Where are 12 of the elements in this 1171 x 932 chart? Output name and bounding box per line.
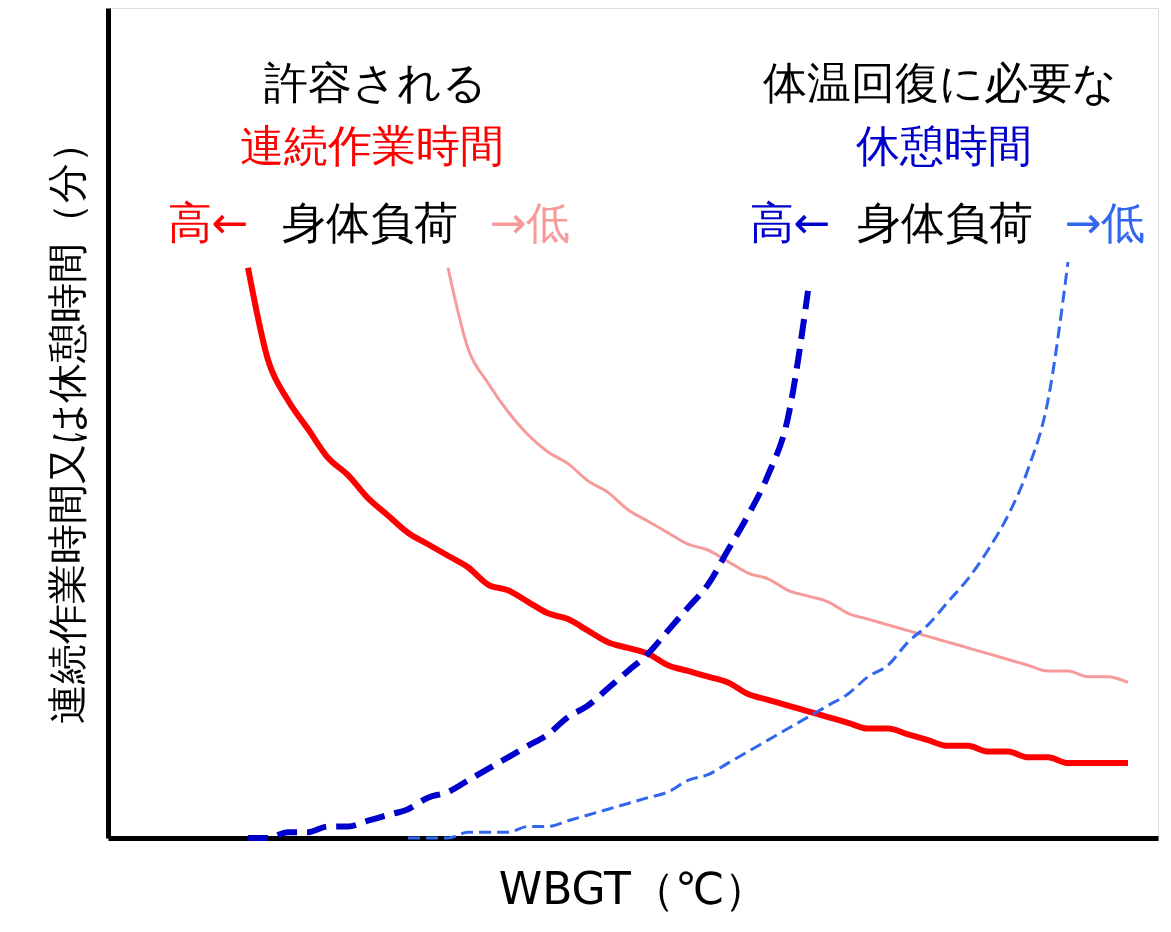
text: 連続作業時間 <box>240 120 504 171</box>
y-axis-title: 連続作業時間又は休憩時間（分） <box>43 123 90 724</box>
text: 身体負荷 <box>857 197 1033 248</box>
text: →低 <box>1064 197 1146 248</box>
x-axis-title: WBGT（℃） <box>498 862 769 914</box>
text: 体温回復に必要な <box>763 57 1117 108</box>
text: →低 <box>489 197 571 248</box>
text: 高← <box>749 197 831 248</box>
text: 許容される <box>263 57 487 108</box>
text: 身体負荷 <box>282 197 458 248</box>
text: 休憩時間 <box>856 120 1032 171</box>
text: 高← <box>167 197 249 248</box>
